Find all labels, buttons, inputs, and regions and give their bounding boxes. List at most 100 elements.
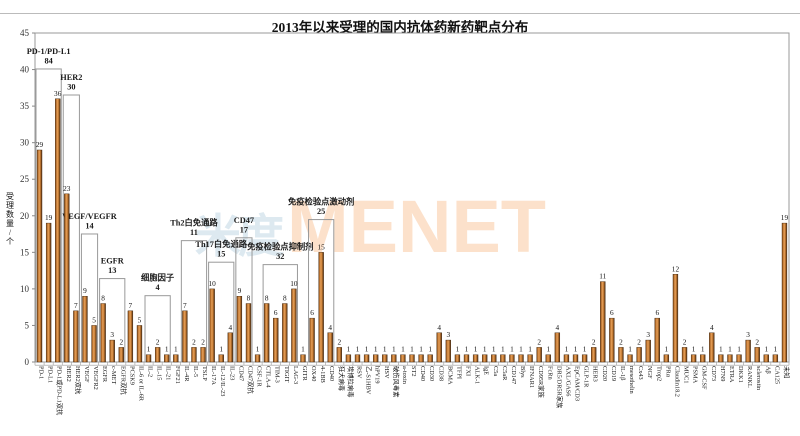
- svg-text:1: 1: [474, 345, 478, 354]
- svg-text:CD47: CD47: [234, 216, 254, 225]
- svg-text:2: 2: [338, 337, 342, 346]
- svg-text:4: 4: [710, 323, 714, 332]
- svg-text:Th2白免通路: Th2白免通路: [170, 218, 218, 228]
- svg-text:mesothelin: mesothelin: [628, 366, 635, 394]
- svg-text:23: 23: [63, 184, 71, 193]
- svg-text:14: 14: [85, 221, 93, 230]
- svg-text:1: 1: [665, 345, 669, 354]
- svg-text:1: 1: [383, 345, 387, 354]
- svg-text:25: 25: [317, 207, 325, 216]
- svg-text:MUC1: MUC1: [683, 366, 690, 384]
- svg-text:1: 1: [219, 345, 223, 354]
- svg-text:6: 6: [274, 308, 278, 317]
- svg-text:未知: 未知: [782, 366, 791, 379]
- svg-text:1: 1: [692, 345, 696, 354]
- svg-text:2: 2: [592, 337, 596, 346]
- svg-text:PRα: PRα: [664, 366, 671, 378]
- svg-text:1: 1: [737, 345, 741, 354]
- svg-text:20: 20: [20, 211, 30, 221]
- svg-text:9: 9: [83, 286, 87, 295]
- svg-text:2: 2: [619, 337, 623, 346]
- svg-text:CD73: CD73: [710, 366, 717, 381]
- svg-text:CA125: CA125: [773, 366, 780, 384]
- svg-text:1: 1: [774, 345, 778, 354]
- svg-text:1: 1: [301, 345, 305, 354]
- svg-text:8: 8: [247, 294, 251, 303]
- svg-text:ETRA: ETRA: [728, 366, 735, 383]
- svg-text:Aβ: Aβ: [764, 366, 771, 374]
- svg-text:CD40: CD40: [328, 366, 335, 381]
- svg-text:VEGFR2: VEGFR2: [92, 366, 99, 390]
- svg-text:免疫检验点激动剂: 免疫检验点激动剂: [288, 197, 354, 207]
- svg-text:4: 4: [328, 323, 332, 332]
- svg-text:2: 2: [683, 337, 687, 346]
- svg-text:TSLP: TSLP: [201, 366, 208, 381]
- svg-text:12: 12: [672, 264, 680, 273]
- svg-text:GITR: GITR: [301, 366, 308, 381]
- svg-text:PD-1或PD-L1双抗: PD-1或PD-L1双抗: [56, 366, 65, 416]
- svg-text:1: 1: [510, 345, 514, 354]
- svg-text:15: 15: [318, 242, 326, 251]
- svg-text:PSMA: PSMA: [692, 366, 699, 384]
- svg-text:1: 1: [165, 345, 169, 354]
- svg-text:HER2双抗: HER2双抗: [74, 366, 83, 395]
- svg-text:RSV: RSV: [355, 366, 362, 379]
- svg-text:FGF21: FGF21: [174, 366, 181, 384]
- svg-text:5: 5: [92, 315, 96, 324]
- svg-text:CD40: CD40: [419, 366, 426, 381]
- svg-text:IFNAR1: IFNAR1: [528, 366, 535, 388]
- svg-text:9: 9: [238, 286, 242, 295]
- svg-text:IL-2: IL-2: [147, 366, 154, 377]
- svg-text:1: 1: [764, 345, 768, 354]
- svg-text:1: 1: [456, 345, 460, 354]
- svg-text:IL-4R: IL-4R: [183, 366, 190, 382]
- svg-text:1: 1: [728, 345, 732, 354]
- svg-text:1: 1: [365, 345, 369, 354]
- svg-text:DR5/DR5R家族: DR5/DR5R家族: [555, 366, 564, 409]
- svg-text:EGFR双抗: EGFR双抗: [119, 366, 128, 395]
- svg-text:狂犬病毒: 狂犬病毒: [337, 366, 346, 392]
- svg-text:4: 4: [228, 323, 232, 332]
- svg-text:2: 2: [637, 337, 641, 346]
- svg-text:CD30: CD30: [428, 366, 435, 381]
- svg-text:IL-5: IL-5: [192, 366, 199, 377]
- svg-text:1: 1: [546, 345, 550, 354]
- svg-text:CD47双抗: CD47双抗: [246, 366, 255, 394]
- svg-text:TIM-3: TIM-3: [274, 366, 281, 383]
- svg-text:PD-1: PD-1: [38, 366, 45, 379]
- svg-text:RANKL: RANKL: [746, 366, 753, 388]
- svg-text:CD19: CD19: [610, 366, 617, 381]
- svg-text:IL-1β: IL-1β: [619, 366, 626, 380]
- svg-text:1: 1: [410, 345, 414, 354]
- svg-text:HSV: HSV: [383, 366, 390, 379]
- svg-text:8: 8: [101, 294, 105, 303]
- svg-text:1: 1: [419, 345, 423, 354]
- svg-text:2: 2: [192, 337, 196, 346]
- svg-text:8: 8: [283, 294, 287, 303]
- svg-text:84: 84: [44, 56, 52, 65]
- svg-text:4: 4: [156, 283, 160, 292]
- svg-text:TIGIT: TIGIT: [283, 366, 290, 383]
- svg-text:17: 17: [240, 225, 248, 234]
- svg-text:4: 4: [556, 323, 560, 332]
- svg-text:1: 1: [374, 345, 378, 354]
- svg-text:30: 30: [67, 83, 75, 92]
- svg-text:25: 25: [20, 174, 30, 184]
- svg-text:1: 1: [465, 345, 469, 354]
- svg-text:BCMA: BCMA: [446, 366, 453, 385]
- svg-text:7: 7: [74, 301, 78, 310]
- svg-text:32: 32: [276, 252, 284, 261]
- svg-text:2: 2: [755, 337, 759, 346]
- svg-text:VEGF: VEGF: [83, 366, 90, 383]
- svg-text:1: 1: [256, 345, 260, 354]
- svg-text:IL-12/IL-23: IL-12/IL-23: [219, 366, 226, 396]
- svg-text:1: 1: [147, 345, 151, 354]
- svg-text:EGFR: EGFR: [101, 257, 125, 266]
- svg-text:7: 7: [183, 301, 187, 310]
- svg-text:sclerostin: sclerostin: [755, 366, 762, 391]
- svg-text:IL-15: IL-15: [156, 366, 163, 380]
- svg-text:19: 19: [781, 213, 789, 222]
- svg-text:IL-21: IL-21: [165, 366, 172, 380]
- svg-text:4-1BB: 4-1BB: [319, 366, 326, 383]
- svg-text:19: 19: [45, 213, 53, 222]
